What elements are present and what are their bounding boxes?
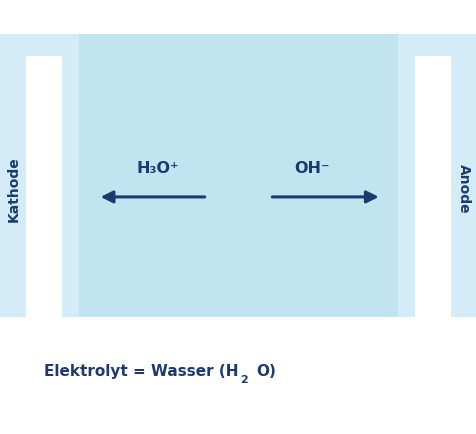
Bar	[79, 35, 397, 317]
Text: O): O)	[256, 364, 276, 378]
Text: Elektrolyt = Wasser (H: Elektrolyt = Wasser (H	[44, 364, 238, 378]
Text: Anode: Anode	[456, 164, 470, 214]
Text: Kathode: Kathode	[6, 156, 20, 222]
Bar	[26, 56, 62, 317]
Bar	[0, 35, 476, 317]
Text: 2: 2	[239, 374, 247, 384]
Text: OH⁻: OH⁻	[294, 161, 329, 176]
Bar	[414, 56, 450, 317]
Text: H₃O⁺: H₃O⁺	[136, 161, 178, 176]
